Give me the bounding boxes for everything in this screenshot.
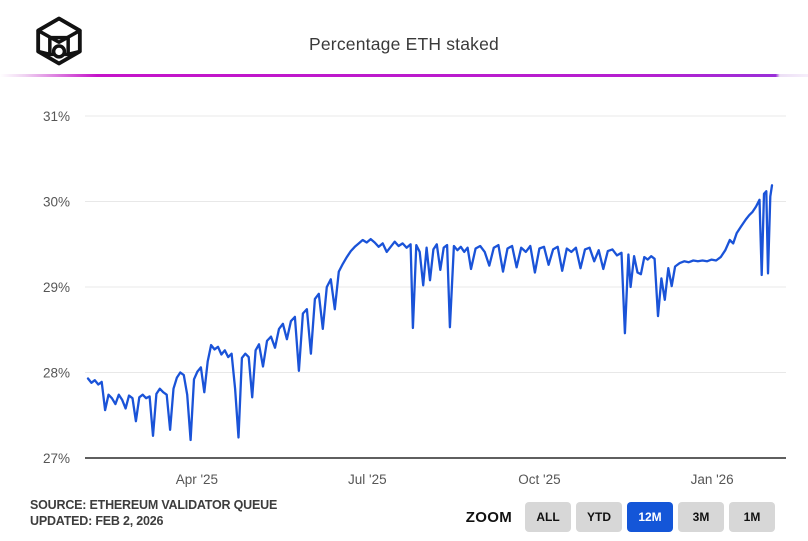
y-axis-labels: 31% 30% 29% 28% 27%	[43, 109, 70, 466]
zoom-button-ytd[interactable]: YTD	[576, 502, 622, 532]
svg-text:31%: 31%	[43, 109, 70, 124]
progress-accent-bar	[0, 74, 808, 77]
svg-text:Oct '25: Oct '25	[518, 472, 560, 487]
svg-text:27%: 27%	[43, 451, 70, 466]
svg-text:28%: 28%	[43, 366, 70, 381]
source-line: SOURCE: ETHEREUM VALIDATOR QUEUE	[30, 498, 278, 512]
zoom-button-group: ALL YTD 12M 3M 1M	[525, 502, 775, 532]
svg-text:Jul '25: Jul '25	[348, 472, 387, 487]
zoom-button-all[interactable]: ALL	[525, 502, 571, 532]
page-title: Percentage ETH staked	[309, 34, 499, 54]
zoom-label: ZOOM	[465, 508, 512, 526]
zoom-button-3m[interactable]: 3M	[678, 502, 724, 532]
source-attribution: SOURCE: ETHEREUM VALIDATOR QUEUE UPDATED…	[30, 497, 277, 529]
x-axis-labels: Apr '25 Jul '25 Oct '25 Jan '26	[176, 472, 734, 487]
zoom-controls: ZOOM ALL YTD 12M 3M 1M	[466, 502, 775, 532]
staked-percentage-line	[86, 184, 774, 442]
svg-text:29%: 29%	[43, 280, 70, 295]
updated-line: UPDATED: FEB 2, 2026	[30, 514, 164, 528]
svg-text:30%: 30%	[43, 195, 70, 210]
svg-text:Jan '26: Jan '26	[691, 472, 734, 487]
zoom-button-12m[interactable]: 12M	[627, 502, 673, 532]
svg-text:Apr '25: Apr '25	[176, 472, 218, 487]
chart-gridlines	[85, 115, 786, 459]
zoom-button-1m[interactable]: 1M	[729, 502, 775, 532]
validator-queue-logo-icon[interactable]	[30, 16, 88, 66]
